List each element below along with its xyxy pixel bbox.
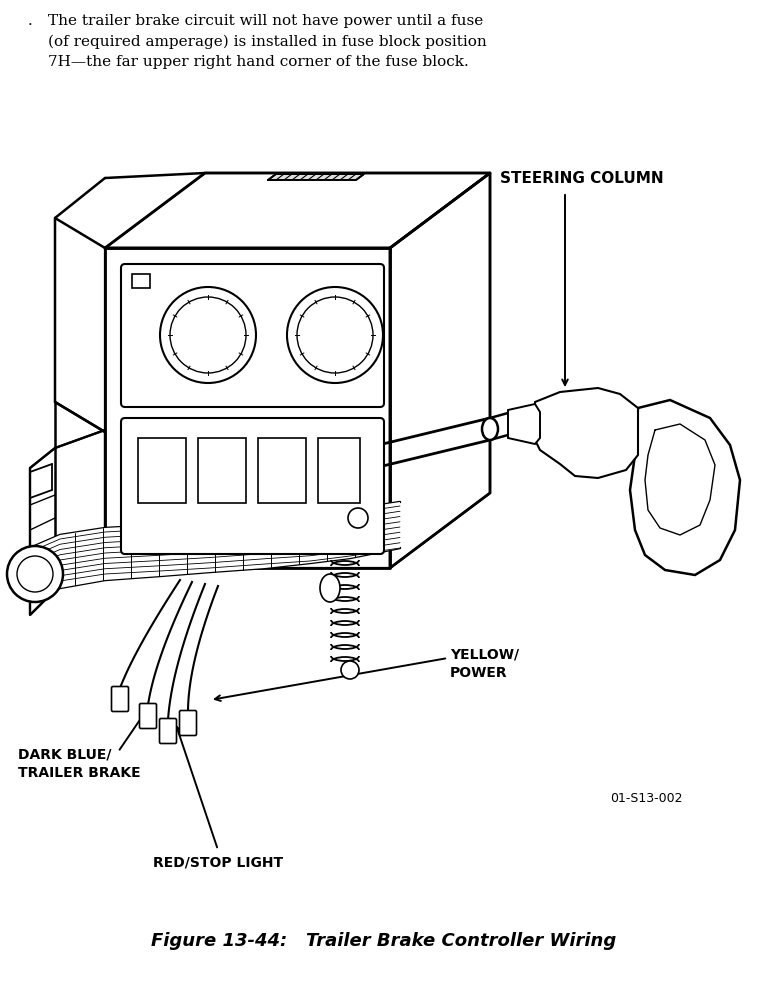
FancyBboxPatch shape	[121, 264, 384, 407]
Circle shape	[287, 287, 383, 383]
Text: .: .	[28, 14, 33, 28]
Text: STEERING COLUMN: STEERING COLUMN	[500, 171, 664, 186]
Bar	[258, 438, 306, 503]
Ellipse shape	[482, 418, 498, 440]
Text: POWER: POWER	[450, 666, 508, 680]
Circle shape	[160, 287, 256, 383]
Bar	[198, 438, 246, 503]
Ellipse shape	[320, 574, 340, 602]
FancyBboxPatch shape	[159, 719, 177, 743]
Polygon shape	[508, 404, 540, 444]
Polygon shape	[535, 388, 638, 478]
Polygon shape	[30, 502, 400, 600]
Text: DARK BLUE/: DARK BLUE/	[18, 748, 112, 762]
FancyBboxPatch shape	[121, 418, 384, 554]
Polygon shape	[630, 400, 740, 575]
Polygon shape	[390, 173, 490, 568]
Polygon shape	[30, 430, 105, 615]
Circle shape	[7, 546, 63, 602]
Text: RED/STOP LIGHT: RED/STOP LIGHT	[153, 855, 283, 869]
FancyBboxPatch shape	[139, 703, 157, 729]
Polygon shape	[268, 174, 364, 180]
FancyBboxPatch shape	[112, 686, 128, 712]
Text: YELLOW/: YELLOW/	[450, 648, 519, 662]
Text: TRAILER BRAKE: TRAILER BRAKE	[18, 766, 141, 780]
Circle shape	[348, 508, 368, 528]
Circle shape	[341, 661, 359, 679]
FancyBboxPatch shape	[179, 711, 197, 736]
Bar	[132, 274, 150, 288]
Text: Figure 13-44:   Trailer Brake Controller Wiring: Figure 13-44: Trailer Brake Controller W…	[151, 932, 617, 950]
Text: 01-S13-002: 01-S13-002	[610, 792, 683, 805]
Text: The trailer brake circuit will not have power until a fuse
(of required amperage: The trailer brake circuit will not have …	[48, 14, 487, 69]
Bar	[138, 438, 186, 503]
Polygon shape	[105, 173, 490, 248]
Bar	[318, 438, 360, 503]
Polygon shape	[105, 248, 390, 568]
